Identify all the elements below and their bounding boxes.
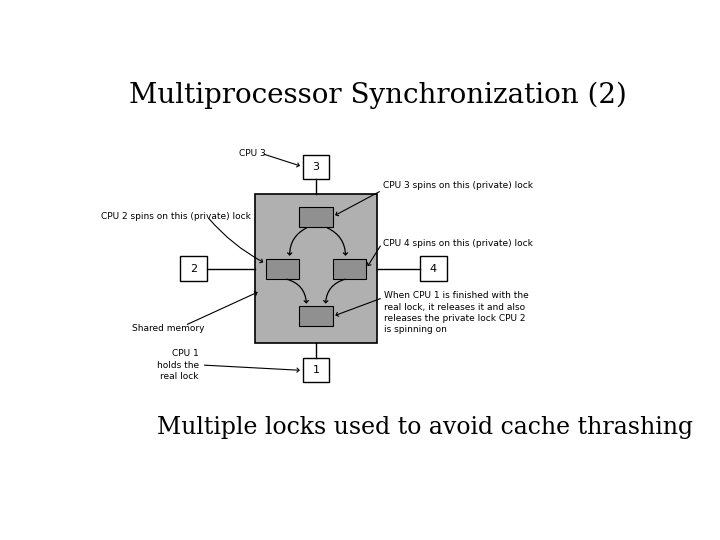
Text: Multiprocessor Synchronization (2): Multiprocessor Synchronization (2)	[129, 82, 627, 109]
Text: CPU 4 spins on this (private) lock: CPU 4 spins on this (private) lock	[383, 239, 533, 248]
FancyBboxPatch shape	[266, 259, 300, 279]
Text: Multiple locks used to avoid cache thrashing: Multiple locks used to avoid cache thras…	[157, 416, 693, 439]
Text: When CPU 1 is finished with the
real lock, it releases it and also
releases the : When CPU 1 is finished with the real loc…	[384, 292, 528, 334]
Text: 3: 3	[312, 161, 320, 172]
Text: 1: 1	[312, 366, 320, 375]
FancyBboxPatch shape	[300, 207, 333, 227]
FancyBboxPatch shape	[180, 256, 207, 281]
Text: CPU 3: CPU 3	[239, 149, 266, 158]
Text: CPU 1
holds the
real lock: CPU 1 holds the real lock	[157, 349, 199, 381]
FancyBboxPatch shape	[300, 306, 333, 326]
FancyBboxPatch shape	[420, 256, 446, 281]
Text: 2: 2	[189, 264, 197, 274]
Text: 4: 4	[430, 264, 437, 274]
Text: CPU 3 spins on this (private) lock: CPU 3 spins on this (private) lock	[383, 181, 533, 190]
Text: Shared memory: Shared memory	[132, 325, 204, 333]
FancyBboxPatch shape	[302, 359, 329, 382]
FancyBboxPatch shape	[333, 259, 366, 279]
FancyBboxPatch shape	[255, 194, 377, 343]
Text: CPU 2 spins on this (private) lock: CPU 2 spins on this (private) lock	[101, 212, 251, 221]
FancyBboxPatch shape	[302, 154, 329, 179]
